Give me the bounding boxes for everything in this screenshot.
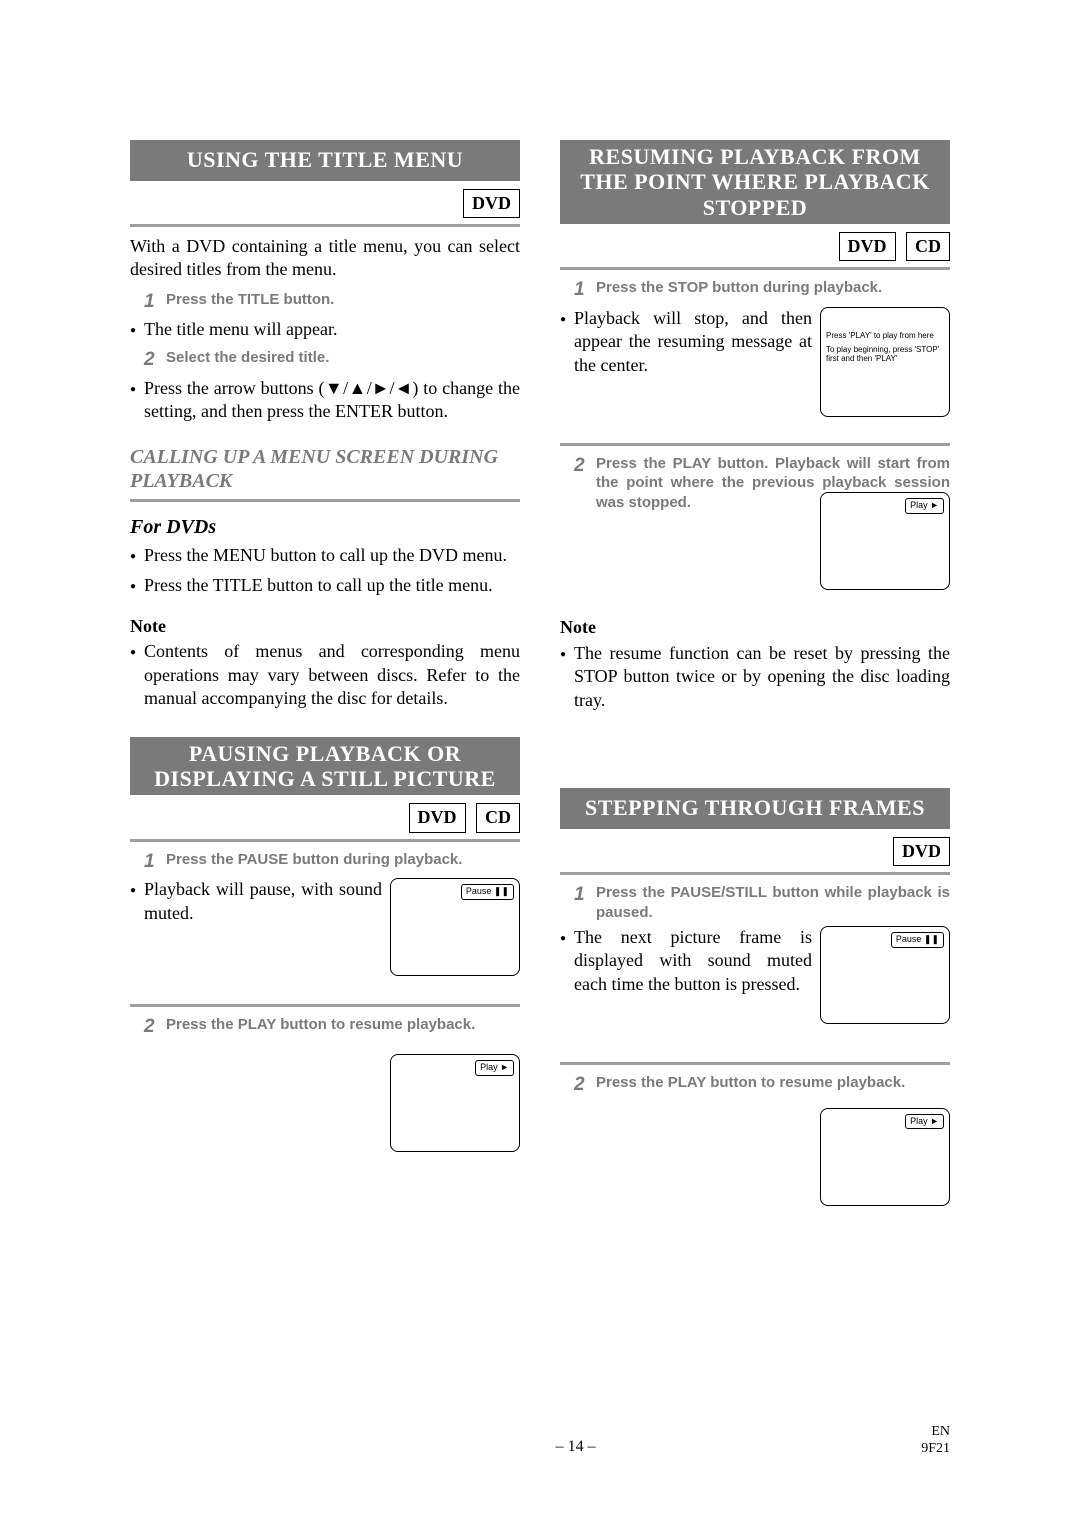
section-title-pausing: PAUSING PLAYBACK OR DISPLAYING A STILL P… xyxy=(130,737,520,796)
step-1: 1 Press the PAUSE button during playback… xyxy=(144,850,520,875)
step-2: 2 Select the desired title. xyxy=(144,348,520,373)
screen-pause: Pause ❚❚ xyxy=(820,926,950,1024)
bullet-text: The next picture frame is displayed with… xyxy=(574,926,812,996)
divider xyxy=(560,443,950,446)
subsection-title: CALLING UP A MENU SCREEN DURING PLAYBACK xyxy=(130,445,520,493)
osd-label-pause: Pause ❚❚ xyxy=(891,932,944,948)
page-number: – 14 – xyxy=(556,1437,596,1458)
divider xyxy=(560,267,950,270)
bullet-icon xyxy=(130,318,144,341)
bullet: Press the MENU button to call up the DVD… xyxy=(130,544,520,567)
right-column: RESUMING PLAYBACK FROM THE POINT WHERE P… xyxy=(560,140,950,1214)
step-text: Press the PLAY button to resume playback… xyxy=(596,1073,905,1098)
badge-cd: CD xyxy=(476,803,520,832)
bullet-icon xyxy=(560,307,574,377)
section-title-stepping: STEPPING THROUGH FRAMES xyxy=(560,788,950,829)
step-number: 2 xyxy=(144,348,166,373)
intro-text: With a DVD containing a title menu, you … xyxy=(130,235,520,282)
badge-cd: CD xyxy=(906,232,950,261)
bullet: The resume function can be reset by pres… xyxy=(560,642,950,712)
step-number: 1 xyxy=(574,883,596,922)
bullet-text: Playback will stop, and then appear the … xyxy=(574,307,812,377)
step-number: 2 xyxy=(144,1015,166,1040)
bullet-icon xyxy=(560,642,574,712)
step-text: Press the PAUSE/STILL button while playb… xyxy=(596,883,950,922)
bullet-text: Press the TITLE button to call up the ti… xyxy=(144,574,520,597)
step-number: 1 xyxy=(574,278,596,303)
step-2: 2 Press the PLAY button. Playback will s… xyxy=(574,454,950,513)
screen-pause: Pause ❚❚ xyxy=(390,878,520,976)
divider xyxy=(130,224,520,227)
divider xyxy=(560,1062,950,1065)
screen-resume-msg: Press 'PLAY' to play from here To play b… xyxy=(820,307,950,417)
screen-play: Play ► xyxy=(820,1108,950,1206)
step-2: 2 Press the PLAY button to resume playba… xyxy=(574,1073,950,1098)
badge-dvd: DVD xyxy=(893,837,950,866)
divider xyxy=(130,499,520,502)
badges-row: DVD xyxy=(560,837,950,866)
page-code: EN 9F21 xyxy=(921,1424,950,1458)
bullet-icon xyxy=(130,377,144,424)
step-1: 1 Press the TITLE button. xyxy=(144,290,520,315)
bullet-text: Press the MENU button to call up the DVD… xyxy=(144,544,520,567)
badges-row: DVD CD xyxy=(560,232,950,261)
osd-label-play: Play ► xyxy=(905,1114,944,1130)
note-heading: Note xyxy=(560,616,950,639)
divider xyxy=(130,839,520,842)
osd-label-play: Play ► xyxy=(475,1060,514,1076)
page-footer: – 14 – EN 9F21 xyxy=(130,1424,950,1458)
osd-text-line1: Press 'PLAY' to play from here xyxy=(826,331,944,341)
bullet-icon xyxy=(130,544,144,567)
bullet: Press the TITLE button to call up the ti… xyxy=(130,574,520,597)
step-1: 1 Press the PAUSE/STILL button while pla… xyxy=(574,883,950,922)
bullet-text: Contents of menus and corresponding menu… xyxy=(144,640,520,710)
badge-dvd: DVD xyxy=(839,232,896,261)
divider xyxy=(130,1004,520,1007)
screen-play: Play ► xyxy=(390,1054,520,1152)
bullet-icon xyxy=(560,926,574,996)
step-text: Select the desired title. xyxy=(166,348,329,373)
step-text: Press the PLAY button to resume playback… xyxy=(166,1015,475,1040)
note-heading: Note xyxy=(130,615,520,638)
osd-text-line2: To play beginning, press 'STOP' first an… xyxy=(826,345,944,364)
bullet: The title menu will appear. xyxy=(130,318,520,341)
step-text: Press the TITLE button. xyxy=(166,290,334,315)
badges-row: DVD CD xyxy=(130,803,520,832)
step-1: 1 Press the STOP button during playback. xyxy=(574,278,950,303)
step-text: Press the STOP button during playback. xyxy=(596,278,882,303)
bullet-text: Press the arrow buttons (▼/▲/►/◄) to cha… xyxy=(144,377,520,424)
step-number: 2 xyxy=(574,1073,596,1098)
bullet-icon xyxy=(130,574,144,597)
divider xyxy=(560,872,950,875)
step-number: 1 xyxy=(144,850,166,875)
bullet: Contents of menus and corresponding menu… xyxy=(130,640,520,710)
step-text: Press the PLAY button. Playback will sta… xyxy=(596,454,950,513)
left-column: USING THE TITLE MENU DVD With a DVD cont… xyxy=(130,140,520,1214)
page-lang: EN xyxy=(931,1424,950,1439)
section-title-using-title-menu: USING THE TITLE MENU xyxy=(130,140,520,181)
bullet: The next picture frame is displayed with… xyxy=(560,926,812,996)
bullet-text: The title menu will appear. xyxy=(144,318,520,341)
bullet-icon xyxy=(130,878,144,925)
badge-dvd: DVD xyxy=(409,803,466,832)
for-dvds-label: For DVDs xyxy=(130,514,520,540)
page-columns: USING THE TITLE MENU DVD With a DVD cont… xyxy=(130,140,950,1214)
osd-label-pause: Pause ❚❚ xyxy=(461,884,514,900)
bullet: Playback will pause, with sound muted. xyxy=(130,878,382,925)
step-number: 2 xyxy=(574,454,596,513)
badges-row: DVD xyxy=(130,189,520,218)
step-number: 1 xyxy=(144,290,166,315)
bullet-icon xyxy=(130,640,144,710)
page-doc-code: 9F21 xyxy=(921,1441,950,1456)
bullet: Playback will stop, and then appear the … xyxy=(560,307,812,377)
bullet: Press the arrow buttons (▼/▲/►/◄) to cha… xyxy=(130,377,520,424)
badge-dvd: DVD xyxy=(463,189,520,218)
section-title-resuming: RESUMING PLAYBACK FROM THE POINT WHERE P… xyxy=(560,140,950,224)
step-text: Press the PAUSE button during playback. xyxy=(166,850,462,875)
step-2: 2 Press the PLAY button to resume playba… xyxy=(144,1015,520,1040)
bullet-text: The resume function can be reset by pres… xyxy=(574,642,950,712)
bullet-text: Playback will pause, with sound muted. xyxy=(144,878,382,925)
